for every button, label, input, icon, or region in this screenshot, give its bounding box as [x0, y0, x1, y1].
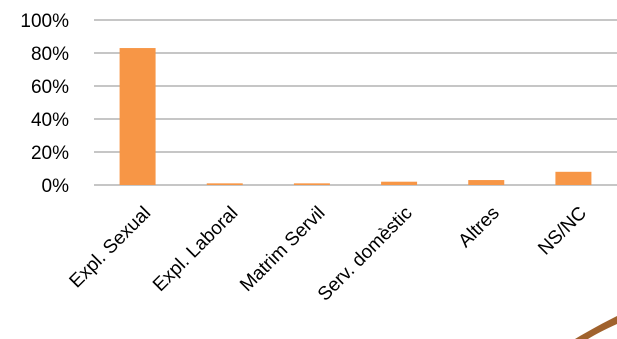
y-tick-label: 80%	[31, 44, 69, 65]
bar	[206, 183, 243, 185]
bar	[381, 181, 418, 185]
bar	[555, 171, 592, 185]
y-tick-label: 40%	[31, 110, 69, 131]
x-category-label: Expl. Laboral	[149, 203, 242, 296]
y-axis-tick-labels: 0% 20% 40% 60% 80% 100%	[20, 11, 69, 197]
x-category-label: Expl. Sexual	[66, 203, 156, 293]
bar	[119, 48, 156, 185]
bar	[293, 183, 330, 185]
decorative-swoosh-shape	[575, 316, 617, 339]
bars	[119, 48, 592, 185]
x-category-label: Altres	[455, 203, 504, 252]
x-category-label: NS/NC	[534, 203, 591, 260]
gridlines	[94, 19, 617, 186]
x-category-label: Matrim Servil	[236, 203, 329, 296]
y-tick-label: 100%	[20, 11, 69, 32]
y-tick-label: 20%	[31, 143, 69, 164]
x-category-label: Serv. domèstic	[314, 203, 417, 306]
bar	[468, 180, 505, 185]
y-tick-label: 60%	[31, 77, 69, 98]
y-tick-label: 0%	[42, 176, 70, 197]
